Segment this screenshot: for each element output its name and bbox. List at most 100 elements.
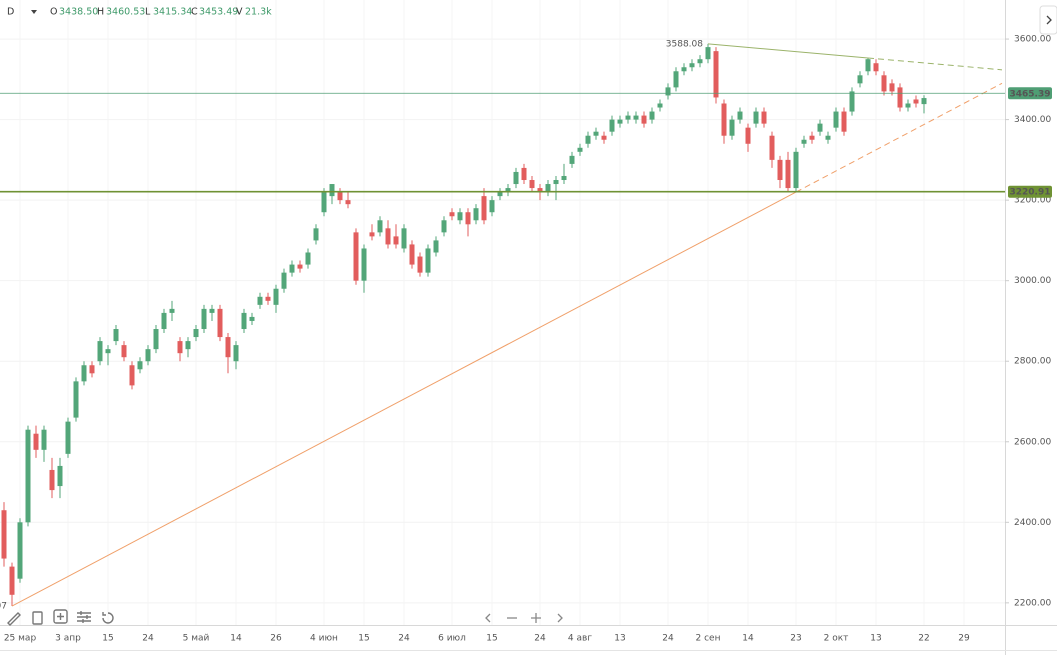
candle-body [881,75,887,92]
scroll-left[interactable] [485,613,491,623]
candle-body [641,115,647,124]
candle-body [457,212,463,221]
y-tick-label: 2200.00 [1014,598,1051,608]
candle-body [129,365,135,386]
candle-body [737,111,743,120]
y-tick-label: 3600.00 [1014,35,1051,45]
candle-body [89,365,95,374]
y-tick-label: 3200.00 [1014,196,1051,206]
candle-body [425,248,431,273]
candle-body [297,264,303,269]
x-tick-label: 24 [534,634,546,644]
x-tick-label: 15 [102,634,113,644]
x-tick-label: 4 авг [568,634,592,644]
trendline [707,43,869,59]
candle-body [577,147,583,152]
candle-body [329,184,335,197]
candle-body [617,119,623,124]
candle-body [665,87,671,96]
pencil-tool[interactable] [7,612,21,626]
ohlc-header: O 3438.50H 3460.53 L 3415.34C 3453.49V 21.3k [50,7,272,18]
candle-body [857,75,863,84]
x-tick-label: 2 сен [696,634,721,644]
x-tick-label: 26 [270,634,282,644]
candle-body [217,308,223,338]
candle-body [681,67,687,72]
candle-body [313,228,319,241]
candle-body [17,522,23,579]
candle-body [393,236,399,245]
candle-body [481,196,487,221]
collapse-button[interactable] [1039,5,1057,35]
price-tag-label: 3465.39 [1010,89,1051,99]
candle-body [121,345,127,358]
x-tick-label: 4 июн [310,634,338,644]
candle-body [137,361,143,370]
candle-body [337,192,343,201]
grid [0,0,1005,625]
candle-body [585,135,591,144]
add-tool[interactable] [53,609,68,624]
candle-body [113,329,119,342]
candle-body [785,159,791,189]
interval[interactable]: D [7,7,14,18]
candle-body [633,115,639,120]
candle-body [529,180,535,189]
y-tick-label: 3400.00 [1014,115,1051,125]
ohlc-key: H [97,7,104,18]
scroll-right[interactable] [557,613,563,623]
candle-body [921,98,927,105]
candle-body [865,59,871,72]
drawing-tools [7,609,114,626]
candle-body [417,256,423,273]
candle-body [609,119,615,132]
candle-body [761,111,767,124]
x-tick-label: 15 [358,634,369,644]
candle-body [177,341,183,354]
candle-body [9,566,15,595]
candle-body [561,175,567,181]
candle-body [193,329,199,338]
candle-body [49,469,55,491]
settings-tool[interactable] [77,611,91,623]
ohlc-key: O [50,7,57,18]
price-tag-label: 3220.91 [1010,188,1051,198]
candle-body [241,312,247,330]
candle-body [225,337,231,358]
candle-body [889,83,895,92]
candle-body [705,47,711,60]
candle-body [401,228,407,249]
zoom-in[interactable] [531,613,541,623]
reset-tool[interactable] [102,612,114,624]
y-tick-label: 2800.00 [1014,357,1051,367]
price-tag [1008,87,1052,100]
candle-body [377,220,383,233]
candle-body [505,188,511,193]
volume-value: 21.3k [245,7,272,18]
candle-body [657,103,663,108]
candle-body [409,244,415,265]
x-tick-label: 24 [398,634,410,644]
candle-body [913,99,919,104]
candle-body [777,159,783,181]
trendline-extension [795,82,1003,193]
candle-body [465,212,471,225]
candle-body [649,111,655,120]
y-tick-label: 3000.00 [1014,276,1051,286]
x-tick-label: 24 [142,634,154,644]
candle-body [537,188,543,193]
candle-body [833,111,839,128]
axes: 2200.00 2400.00 2600.00 2800.00 3000.00 3200.… [4,35,1052,644]
trendline [11,191,797,607]
candle-body [105,349,111,354]
notes-tool[interactable] [32,611,43,625]
candle-body [521,167,527,181]
x-tick-label: 15 [486,634,497,644]
interval-dropdown[interactable] [31,10,37,14]
candle-body [265,296,271,301]
candle-body [321,192,327,213]
ohlc-value: 3438.50 [59,7,98,18]
collapse-icon [1046,15,1052,25]
add-icon [57,613,64,620]
candle-body [449,212,455,217]
